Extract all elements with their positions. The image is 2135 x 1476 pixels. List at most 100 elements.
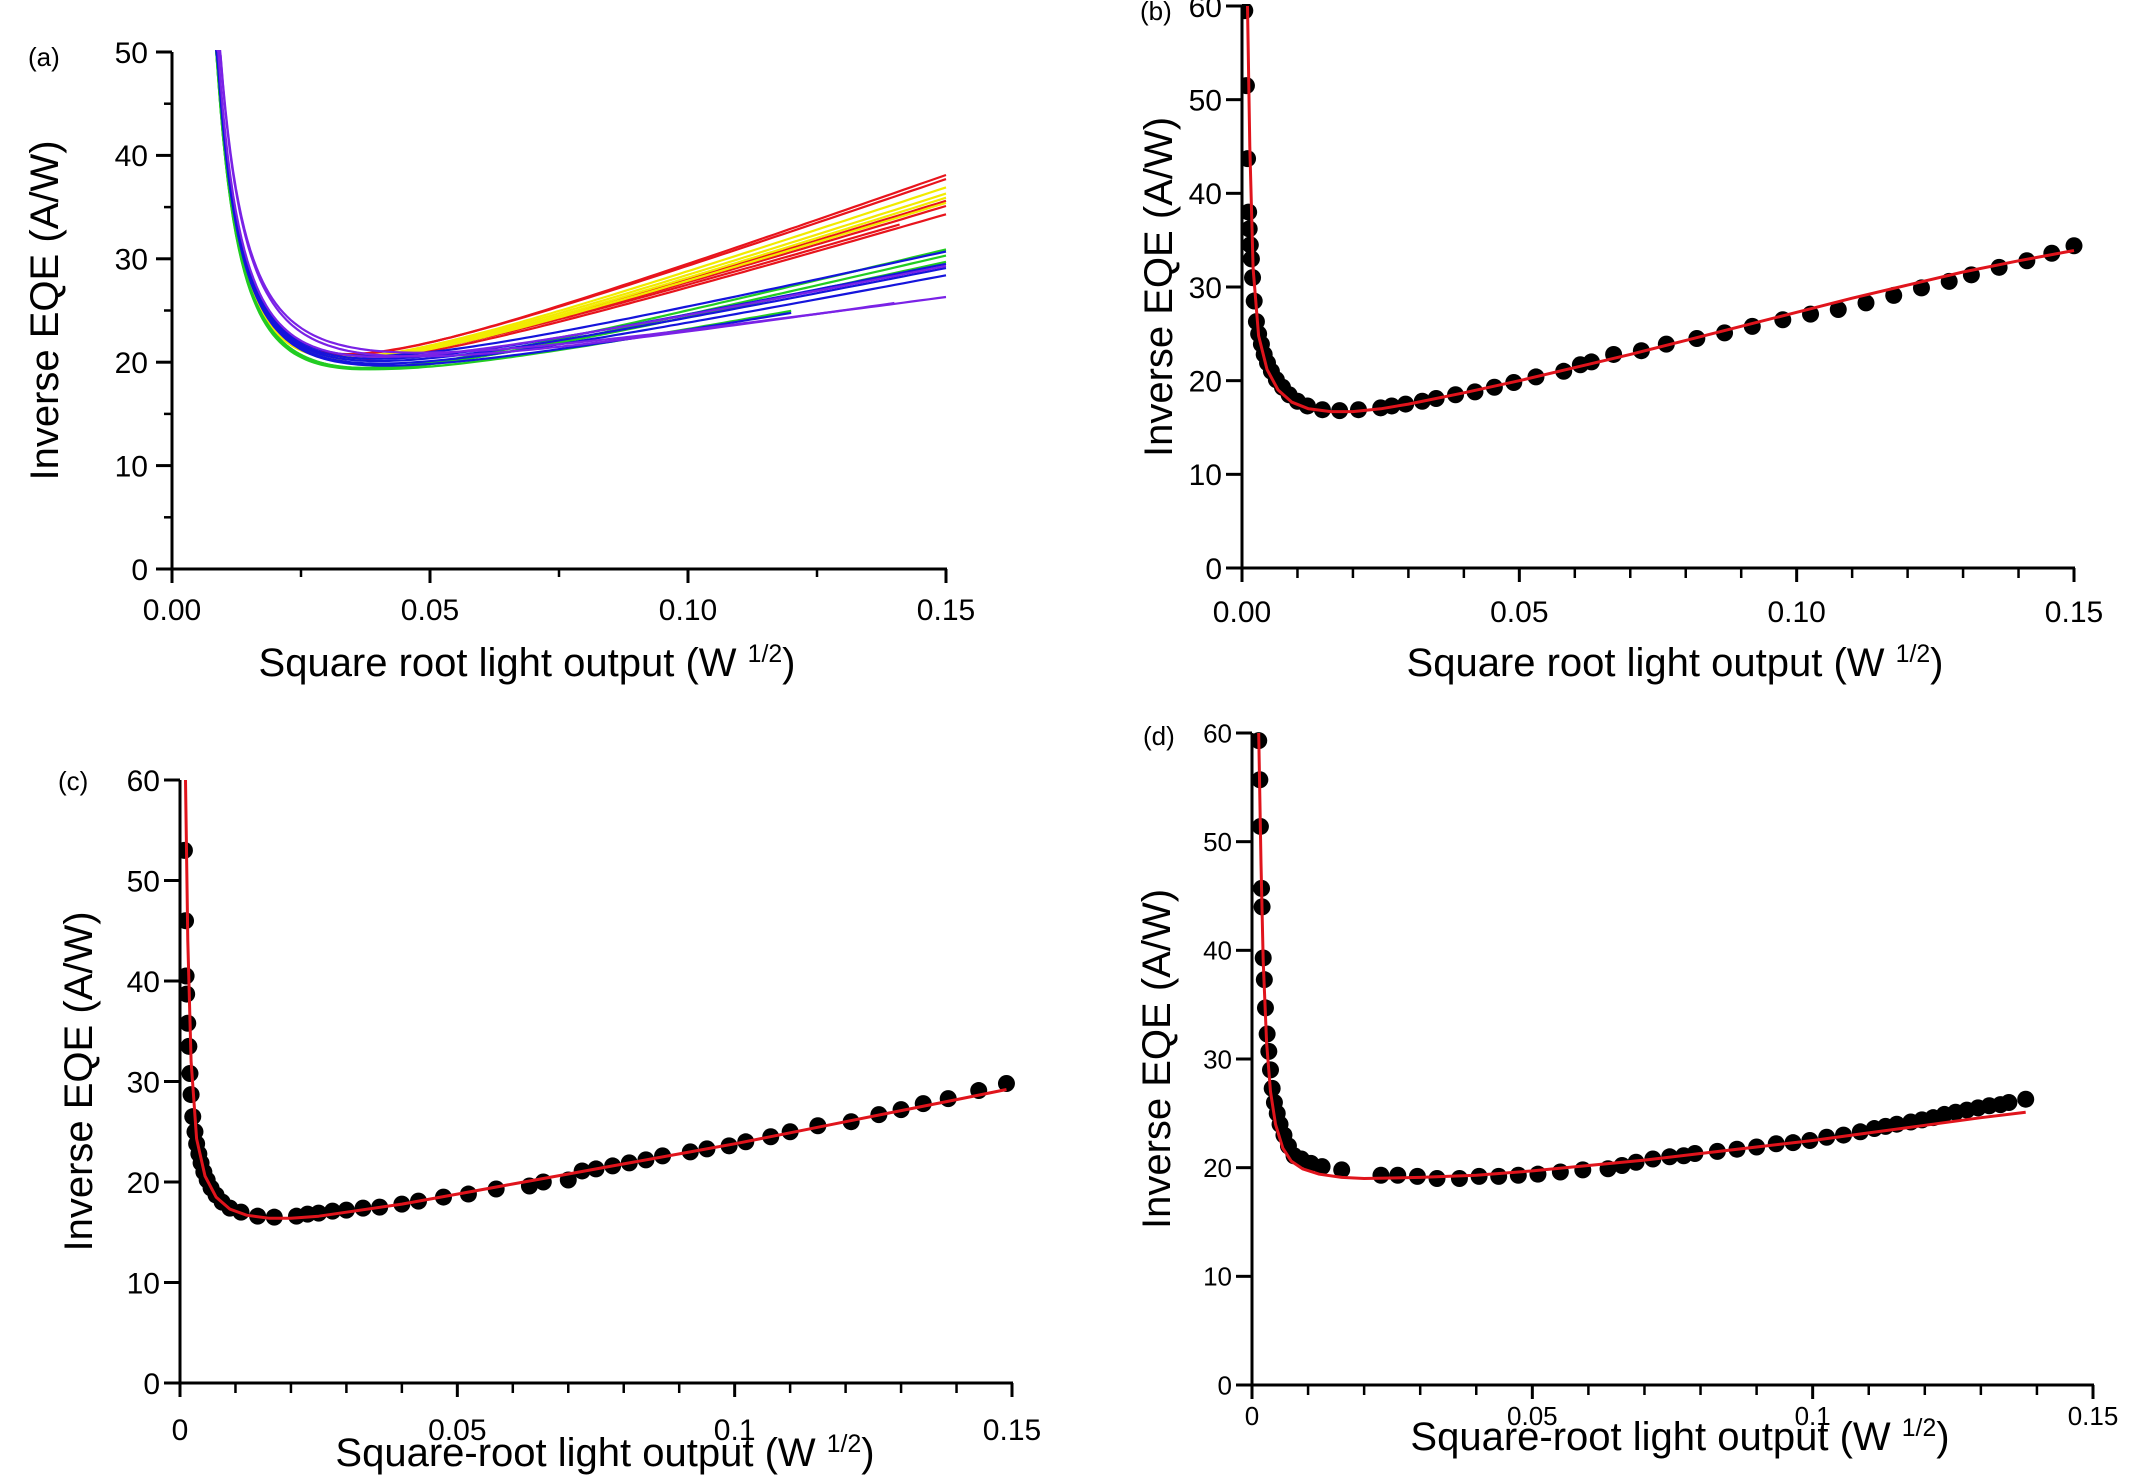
data-point	[1242, 203, 1258, 221]
x-axis-title: Square root light output (W 1/2)	[1407, 641, 1944, 685]
data-point	[182, 1086, 200, 1104]
plot-area	[180, 779, 1015, 1226]
y-tick-label: 30	[1203, 1044, 1232, 1074]
data-point	[1574, 1161, 1592, 1179]
x-axis-title-main: Square root light output (W	[1407, 641, 1896, 685]
y-tick-label: 60	[1189, 0, 1222, 24]
data-point	[2000, 1093, 2018, 1111]
data-point	[1242, 220, 1258, 238]
data-point	[184, 1108, 202, 1126]
series-line-violet-3	[216, 50, 947, 358]
y-axis-title: Inverse EQE (A/W)	[1135, 889, 1179, 1229]
fit-line	[1246, 5, 2075, 414]
y-tick-label: 20	[127, 1167, 160, 1200]
data-point	[2017, 1090, 2035, 1108]
x-axis-title-main: Square-root light output (W	[335, 1431, 826, 1475]
y-tick-label: 40	[1203, 936, 1232, 966]
data-point	[1885, 286, 1903, 304]
y-tick-label: 40	[127, 966, 160, 999]
series-line-red-1	[215, 50, 947, 356]
panel-d: 0 0.05 0.1 0.15 0 10 20 30 40 50 60 Inverse EQE (A/…	[1135, 718, 2118, 1459]
y-tick-label: 10	[1189, 459, 1222, 492]
data-point	[180, 985, 196, 1003]
data-point	[1245, 292, 1263, 310]
plot-area	[1252, 732, 2035, 1188]
data-point	[181, 1064, 199, 1082]
y-tick-label: 40	[1189, 178, 1222, 211]
y-axis-title: Inverse EQE (A/W)	[23, 140, 67, 480]
data-point	[180, 967, 195, 985]
x-tick-label: 0.10	[1767, 596, 1825, 629]
y-tick-label: 10	[1203, 1262, 1232, 1292]
series-line-blue-4	[215, 50, 947, 365]
y-tick-label: 0	[1205, 553, 1222, 586]
x-tick-label: 0.05	[401, 594, 459, 627]
y-tick-label: 10	[115, 450, 148, 483]
x-axis-title-superscript: 1/2	[1902, 1415, 1936, 1442]
data-point	[1372, 1166, 1390, 1184]
x-axis-title-end: )	[1930, 641, 1943, 685]
x-axis-title-end: )	[861, 1431, 874, 1475]
data-point	[354, 1199, 372, 1217]
fit-line	[1257, 732, 2026, 1180]
series-line-green-3	[215, 50, 947, 370]
x-tick-label: 0.1	[1795, 1401, 1831, 1431]
x-axis-title-main: Square root light output (W	[259, 641, 748, 685]
y-axis-title: Inverse EQE (A/W)	[57, 911, 101, 1251]
data-point	[1509, 1166, 1527, 1184]
x-axis-title-end: )	[1936, 1415, 1949, 1459]
data-point	[1529, 1165, 1547, 1183]
y-axis-title: Inverse EQE (A/W)	[1137, 117, 1181, 457]
x-tick-label: 0.10	[659, 594, 717, 627]
data-point	[1262, 1061, 1280, 1079]
y-tick-label: 0	[131, 554, 148, 587]
y-tick-label: 50	[1203, 827, 1232, 857]
y-tick-label: 50	[127, 865, 160, 898]
x-tick-label: 0.15	[917, 594, 975, 627]
x-tick-label: 0.1	[714, 1414, 756, 1447]
x-tick-label: 0	[1245, 1401, 1259, 1431]
data-point	[1857, 294, 1875, 312]
data-point	[180, 841, 193, 859]
y-tick-label: 60	[1203, 718, 1232, 748]
data-point	[1829, 300, 1847, 318]
y-tick-label: 20	[115, 347, 148, 380]
data-point	[180, 1037, 198, 1055]
y-tick-label: 0	[1218, 1370, 1232, 1400]
x-axis-title: Square-root light output (W 1/2)	[335, 1431, 874, 1475]
data-point	[1333, 1161, 1351, 1179]
x-tick-label: 0	[172, 1414, 189, 1447]
data-point	[1242, 77, 1255, 95]
data-point	[180, 1014, 197, 1032]
series-line-blue-3	[215, 50, 947, 363]
x-axis-title-superscript: 1/2	[748, 641, 782, 668]
y-tick-label: 30	[1189, 272, 1222, 305]
data-point	[337, 1201, 355, 1219]
x-tick-label: 0.05	[1507, 1401, 1558, 1431]
panel-label: (a)	[28, 42, 60, 72]
y-tick-label: 50	[115, 37, 148, 70]
panel-c: 0 0.05 0.1 0.15 0 10 20 30 40 50 60 Inverse EQE (A/…	[57, 765, 1041, 1475]
x-axis-title: Square root light output (W 1/2)	[259, 641, 796, 685]
y-tick-label: 20	[1189, 365, 1222, 398]
data-point	[1428, 1170, 1446, 1188]
panel-label: (c)	[58, 766, 88, 796]
x-axis-title-superscript: 1/2	[1896, 641, 1930, 668]
x-tick-label: 0.00	[1213, 596, 1271, 629]
series-line-red-2	[215, 50, 947, 356]
x-axis-title: Square-root light output (W 1/2)	[1410, 1415, 1949, 1459]
plot-area	[215, 50, 947, 371]
data-point	[1242, 236, 1259, 254]
series-line-blue-1	[215, 50, 947, 357]
x-axis-title-superscript: 1/2	[827, 1431, 861, 1458]
data-point	[1260, 1042, 1278, 1060]
panel-label: (d)	[1143, 721, 1175, 751]
data-point	[1450, 1170, 1468, 1188]
x-tick-label: 0.15	[983, 1414, 1041, 1447]
fit-line	[184, 779, 1007, 1220]
x-axis-title-main: Square-root light output (W	[1410, 1415, 1901, 1459]
x-tick-label: 0.05	[1490, 596, 1548, 629]
x-tick-label: 0.15	[2068, 1401, 2119, 1431]
series-line-yellow-1	[215, 50, 947, 359]
